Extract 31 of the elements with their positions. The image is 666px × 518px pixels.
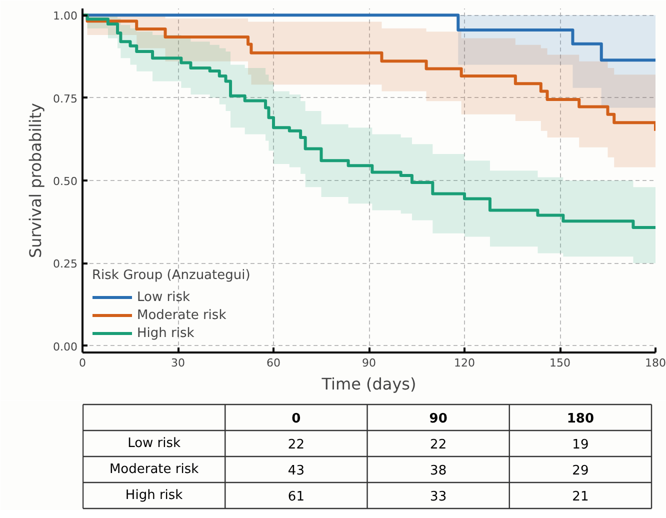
y-tick-label: Moderate risk bbox=[109, 462, 200, 477]
data-label: 29 bbox=[572, 464, 589, 478]
x-tick-label: 120 bbox=[454, 356, 475, 370]
x-tick-label: 180 bbox=[566, 412, 594, 426]
data-label: 19 bbox=[572, 438, 589, 452]
legend-label: Moderate risk bbox=[137, 306, 226, 324]
x-tick-label: 0 bbox=[79, 356, 86, 370]
x-tick-label: 30 bbox=[171, 356, 185, 370]
data-label: 43 bbox=[288, 464, 304, 478]
x-tick-label: 150 bbox=[550, 356, 570, 370]
x-tick-label: 60 bbox=[266, 356, 280, 370]
y-axis-title: Survival probability bbox=[26, 103, 46, 258]
y-tick-label: Low risk bbox=[128, 436, 182, 451]
y-tick-label: 0.25 bbox=[53, 258, 78, 271]
x-tick-label: 90 bbox=[362, 356, 376, 370]
y-tick-label: 1.00 bbox=[53, 10, 78, 23]
y-tick-label: 0.00 bbox=[53, 340, 78, 354]
x-tick-label: 90 bbox=[429, 412, 448, 426]
y-tick-label: 0.50 bbox=[53, 175, 78, 188]
y-tick-label: High risk bbox=[125, 488, 184, 503]
data-label: 22 bbox=[430, 438, 447, 452]
x-axis-title: Time (days) bbox=[320, 374, 416, 394]
y-tick-label: 0.75 bbox=[53, 92, 78, 106]
data-label: 22 bbox=[288, 438, 304, 452]
data-label: 33 bbox=[430, 490, 447, 504]
data-label: 21 bbox=[572, 490, 589, 504]
data-label: 61 bbox=[288, 490, 304, 504]
x-tick-label: 180 bbox=[645, 356, 666, 370]
x-tick-label: 0 bbox=[292, 412, 301, 426]
data-label: 38 bbox=[430, 464, 447, 478]
legend-title: Risk Group (Anzuategui) bbox=[92, 268, 250, 283]
